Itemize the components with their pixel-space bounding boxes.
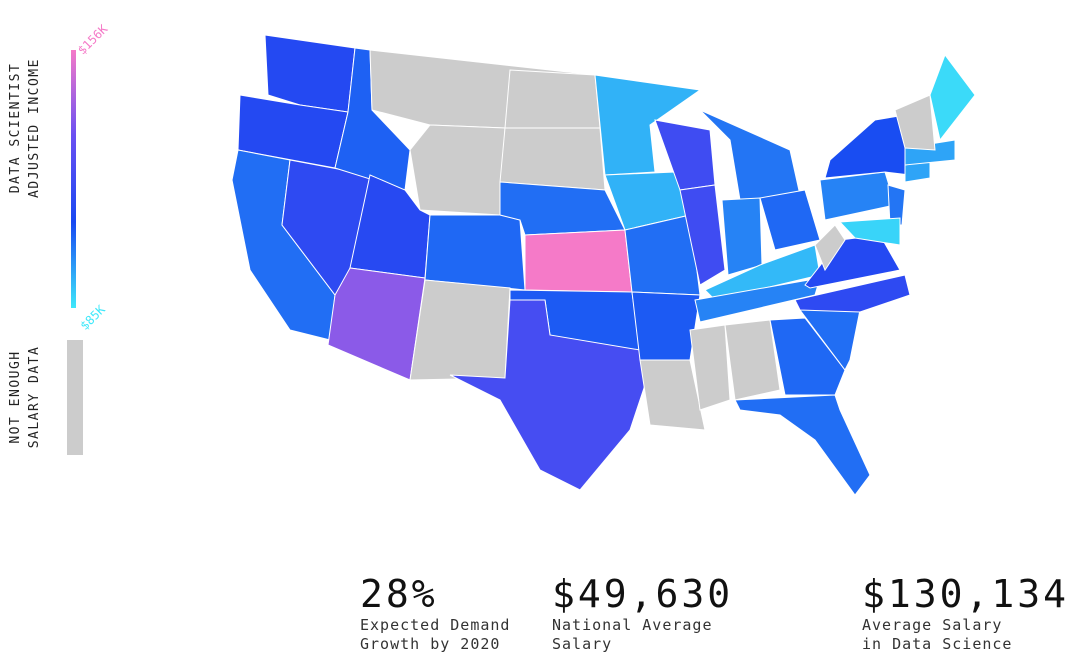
stat-label: Average Salary in Data Science [862,616,1013,653]
state [409,279,511,381]
no-data-swatch [67,340,83,455]
stat: $49,630 National Average Salary [552,572,733,654]
state [689,324,731,411]
stat-value: $130,134 [862,572,1070,616]
map: $156K $85K DATA SCIENTIST ADJUSTED INCOME NO… [8,21,976,496]
state [838,217,901,246]
state [424,214,526,291]
state [594,74,702,176]
state [759,189,821,251]
state [504,69,601,129]
state [794,274,911,313]
stat: $130,134 Average Salary in Data Science [862,572,1069,654]
state [639,359,706,431]
stat-label: National Average Salary [552,616,713,653]
state [734,394,871,496]
legend-colorbar [71,50,76,308]
state [679,184,726,286]
no-data-label: NOT ENOUGH SALARY DATA [8,346,42,449]
state [887,184,906,226]
stat-value: 28% [360,572,438,616]
state [824,114,911,179]
state [449,299,646,491]
state [724,319,781,401]
stat: 28% Expected Demand Growth by 2020 [360,572,510,654]
state [327,267,426,381]
state [769,317,846,396]
state [264,34,356,113]
stat-label: Expected Demand Growth by 2020 [360,616,511,653]
state [894,94,936,151]
legend-tick-label: $85K [77,302,108,333]
state [721,197,763,276]
state [814,224,846,272]
state [499,127,606,191]
legend-title: DATA SCIENTIST ADJUSTED INCOME [8,58,42,198]
state [409,124,506,216]
stat-value: $49,630 [552,572,734,616]
state [819,171,896,221]
legend-tick-label: $156K [75,21,111,57]
state [631,291,701,361]
state [929,53,976,142]
state [524,229,633,293]
